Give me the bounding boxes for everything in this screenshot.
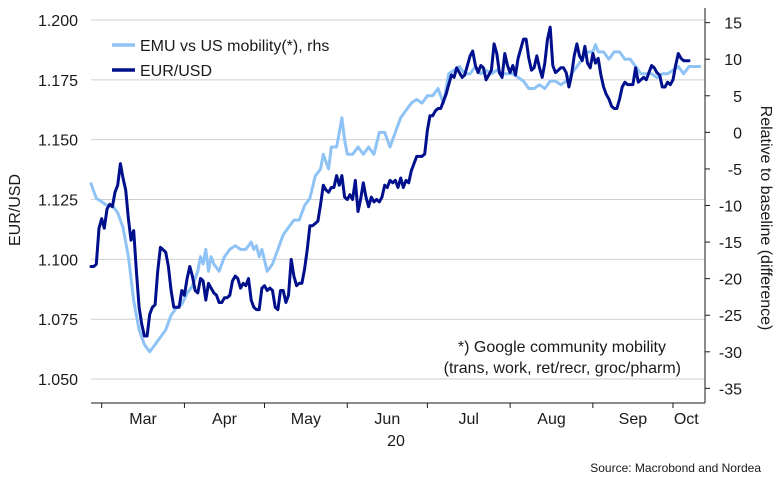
x-tick-label: May [291, 411, 321, 428]
left-tick-label: 1.150 [38, 133, 78, 150]
right-axis: 15 10 5 0 -5 -10 -15 -20 -25 -30 -35 [704, 8, 742, 403]
right-tick-label: 0 [733, 125, 742, 142]
right-tick-label: 5 [733, 89, 742, 106]
series-line-eurusd [89, 25, 691, 338]
right-tick-label: -10 [719, 199, 742, 216]
legend: EMU vs US mobility(*), rhs EUR/USD [112, 38, 329, 80]
x-year-label: 20 [387, 433, 405, 450]
right-tick-label: -35 [719, 381, 742, 398]
gridlines [91, 19, 705, 380]
annotation-line-2: (trans, work, ret/recr, groc/pharm) [444, 360, 681, 377]
left-tick-label: 1.050 [38, 372, 78, 389]
right-tick-label: 15 [724, 16, 742, 33]
right-tick-label: -30 [719, 345, 742, 362]
right-tick-label: -20 [719, 272, 742, 289]
left-tick-label: 1.200 [38, 13, 78, 30]
x-tick-label: Oct [674, 411, 699, 428]
left-axis-title: EUR/USD [7, 174, 24, 246]
source-text: Source: Macrobond and Nordea [590, 461, 761, 475]
legend-label-eurusd: EUR/USD [140, 63, 212, 80]
left-axis: 1.200 1.175 1.150 1.125 1.100 1.075 1.050 [38, 13, 78, 389]
x-tick-label: Aug [537, 411, 565, 428]
x-tick-label: Jul [459, 411, 479, 428]
right-tick-label: -5 [728, 162, 742, 179]
x-tick-label: Mar [129, 411, 157, 428]
right-axis-title: Relative to baseline (difference) [757, 106, 774, 331]
left-tick-label: 1.075 [38, 312, 78, 329]
series-layer [89, 25, 702, 354]
right-tick-label: -15 [719, 235, 742, 252]
annotation: *) Google community mobility (trans, wor… [444, 339, 681, 377]
x-tick-label: Apr [212, 411, 238, 428]
legend-label-mobility: EMU vs US mobility(*), rhs [140, 38, 329, 55]
annotation-line-1: *) Google community mobility [458, 339, 666, 356]
left-tick-label: 1.175 [38, 73, 78, 90]
series-line-mobility [89, 43, 702, 354]
x-tick-label: Jun [374, 411, 400, 428]
right-tick-label: 10 [724, 52, 742, 69]
left-tick-label: 1.125 [38, 193, 78, 210]
x-tick-label: Sep [619, 411, 648, 428]
left-tick-label: 1.100 [38, 252, 78, 269]
right-tick-label: -25 [719, 308, 742, 325]
x-axis: Mar Apr May Jun Jul Aug Sep Oct [101, 403, 699, 428]
